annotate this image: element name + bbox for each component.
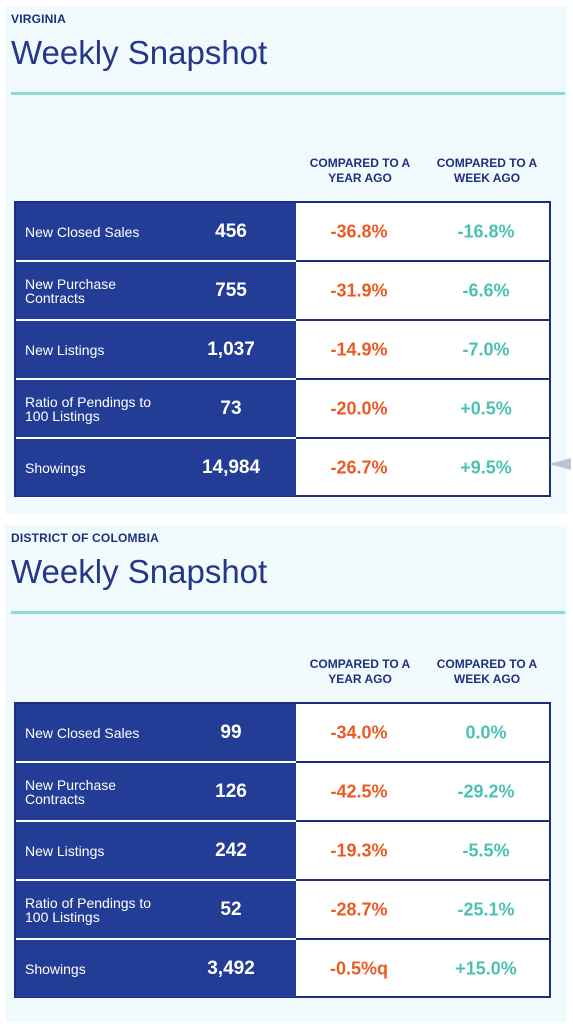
title-rule — [11, 611, 565, 614]
table-row: New Closed Sales 99 -34.0% 0.0% — [16, 704, 549, 763]
table-row: New Purchase Contracts 126 -42.5% -29.2% — [16, 763, 549, 822]
snapshot-table: New Closed Sales 456 -36.8% -16.8% New P… — [14, 201, 551, 497]
metric-value: 242 — [215, 839, 247, 861]
table-row: Ratio of Pendings to 100 Listings 52 -28… — [16, 881, 549, 940]
week-change: -7.0% — [462, 339, 510, 359]
arrow-decoration — [549, 458, 571, 470]
row-separator — [16, 879, 296, 881]
row-label-cell — [16, 203, 296, 260]
row-separator — [16, 820, 296, 822]
week-change: +9.5% — [460, 457, 512, 477]
row-label-cell — [16, 380, 296, 437]
week-change: -6.6% — [462, 280, 510, 300]
table-row: New Purchase Contracts 755 -31.9% -6.6% — [16, 262, 549, 321]
row-label-cell — [16, 439, 296, 496]
metric-value: 52 — [220, 898, 242, 920]
metric-label: New Purchase Contracts — [25, 776, 117, 807]
row-label-cell — [16, 704, 296, 761]
page-title: Weekly Snapshot — [11, 553, 268, 590]
year-change: -20.0% — [330, 398, 388, 418]
week-change: -29.2% — [457, 781, 515, 801]
region-label: DISTRICT OF COLOMBIA — [11, 531, 159, 545]
metric-label: Ratio of Pendings to 100 Listings — [25, 393, 152, 424]
virginia-panel: VIRGINIA Weekly Snapshot COMPARED TO A Y… — [5, 6, 571, 514]
metric-value: 1,037 — [207, 338, 255, 360]
snapshot-table: New Closed Sales 99 -34.0% 0.0% New Purc… — [14, 702, 551, 998]
metric-value: 73 — [220, 397, 242, 419]
metric-label: New Purchase Contracts — [25, 275, 117, 306]
row-separator — [16, 761, 296, 763]
metric-value: 14,984 — [201, 456, 261, 478]
row-separator — [16, 437, 296, 439]
table-row: Ratio of Pendings to 100 Listings 73 -20… — [16, 380, 549, 439]
year-change: -28.7% — [330, 899, 388, 919]
week-change: -16.8% — [457, 221, 515, 241]
metric-label: Showings — [25, 960, 86, 977]
metric-label: New Closed Sales — [25, 223, 140, 240]
dc-panel: DISTRICT OF COLOMBIA Weekly Snapshot COM… — [5, 525, 567, 1022]
row-label-cell — [16, 321, 296, 378]
week-change: 0.0% — [465, 722, 507, 742]
table-row: Showings 3,492 -0.5%q +15.0% — [16, 940, 549, 997]
col-header-year: COMPARED TO A YEAR AGO — [309, 156, 411, 185]
col-header-week: COMPARED TO A WEEK AGO — [436, 657, 538, 686]
col-header-week: COMPARED TO A WEEK AGO — [436, 156, 538, 185]
metric-value: 126 — [215, 780, 247, 802]
year-change: -31.9% — [330, 280, 388, 300]
metric-value: 755 — [215, 279, 247, 301]
week-change: -25.1% — [457, 899, 515, 919]
row-label-cell — [16, 822, 296, 879]
year-change: -34.0% — [330, 722, 388, 742]
row-separator — [16, 938, 296, 940]
week-change: +15.0% — [455, 958, 517, 978]
year-change: -26.7% — [330, 457, 388, 477]
metric-value: 3,492 — [207, 957, 255, 979]
metric-label: Ratio of Pendings to 100 Listings — [25, 894, 152, 925]
table-row: Showings 14,984 -26.7% +9.5% — [16, 439, 549, 496]
year-change: -19.3% — [330, 840, 388, 860]
year-change: -0.5%q — [329, 958, 389, 978]
metric-label: New Closed Sales — [25, 724, 140, 741]
table-row: New Listings 1,037 -14.9% -7.0% — [16, 321, 549, 380]
row-separator — [16, 378, 296, 380]
metric-label: Showings — [25, 459, 86, 476]
metric-label: New Listings — [25, 341, 105, 358]
week-change: -5.5% — [462, 840, 510, 860]
row-label-cell — [16, 940, 296, 997]
week-change: +0.5% — [460, 398, 512, 418]
metric-value: 99 — [220, 721, 242, 743]
year-change: -42.5% — [330, 781, 388, 801]
row-separator — [16, 260, 296, 262]
row-label-cell — [16, 881, 296, 938]
table-row: New Listings 242 -19.3% -5.5% — [16, 822, 549, 881]
row-separator — [16, 319, 296, 321]
metric-label: New Listings — [25, 842, 105, 859]
page-title: Weekly Snapshot — [11, 34, 268, 71]
year-change: -14.9% — [330, 339, 388, 359]
year-change: -36.8% — [330, 221, 388, 241]
region-label: VIRGINIA — [11, 12, 66, 26]
row-label-cell — [16, 262, 296, 319]
title-rule — [11, 92, 565, 95]
row-label-cell — [16, 763, 296, 820]
metric-value: 456 — [215, 220, 247, 242]
table-row: New Closed Sales 456 -36.8% -16.8% — [16, 203, 549, 262]
col-header-year: COMPARED TO A YEAR AGO — [309, 657, 411, 686]
